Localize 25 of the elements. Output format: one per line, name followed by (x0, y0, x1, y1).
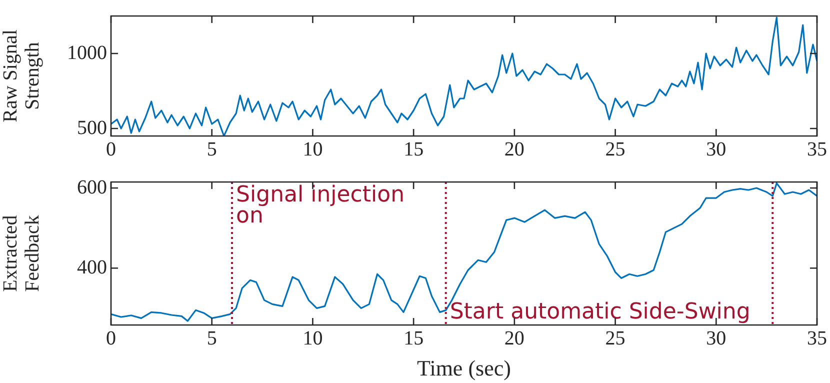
y-tick-label: 1000 (67, 42, 107, 64)
x-tick-label: 15 (404, 327, 424, 350)
x-tick-label: 15 (404, 138, 424, 160)
ref-line-label: Start automatic Side-Swing (450, 300, 750, 325)
y-axis-title: Raw Signal Strength (0, 29, 44, 122)
x-tick-label: 0 (106, 327, 116, 350)
x-tick-label: 5 (206, 327, 217, 350)
ref-line-label: Signal injection on (236, 182, 405, 229)
y-axis-title: Extracted Feedback (0, 215, 44, 292)
x-tick-label: 35 (807, 327, 827, 350)
x-tick-label: 10 (302, 327, 323, 350)
x-tick-label: 35 (807, 138, 827, 160)
x-tick-label: 25 (605, 327, 626, 350)
x-tick-label: 25 (605, 138, 626, 160)
x-tick-label: 0 (106, 138, 116, 160)
x-tick-label: 20 (504, 327, 524, 350)
y-tick-label: 600 (77, 176, 107, 198)
x-tick-label: 10 (302, 138, 323, 160)
x-tick-label: 5 (206, 138, 217, 160)
x-tick-label: 20 (504, 138, 524, 160)
y-tick-label: 500 (77, 116, 107, 139)
y-tick-label: 400 (77, 256, 107, 278)
x-tick-label: 30 (706, 327, 726, 350)
x-axis-title: Time (sec) (417, 356, 511, 381)
x-tick-label: 30 (706, 138, 726, 160)
